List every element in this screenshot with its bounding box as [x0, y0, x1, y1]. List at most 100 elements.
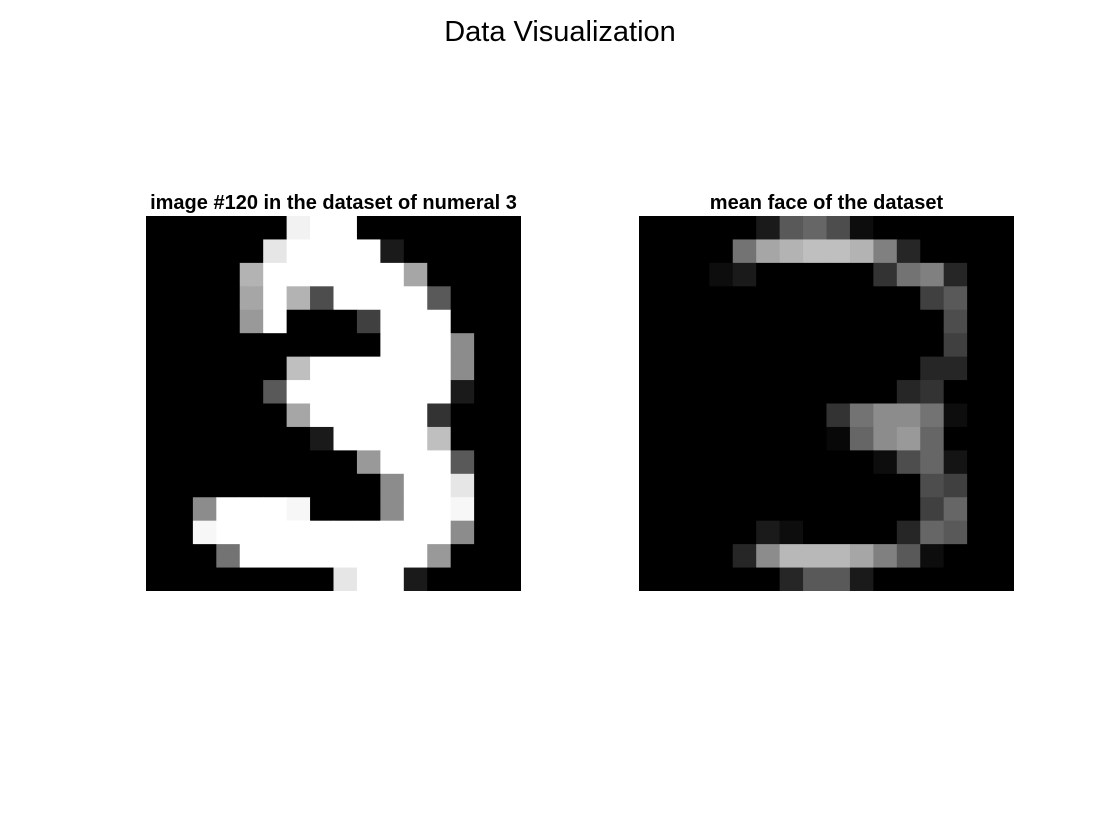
- heatmap-cell: [639, 473, 663, 498]
- heatmap-cell: [732, 544, 757, 568]
- heatmap-cell: [216, 216, 241, 240]
- heatmap-cell: [826, 450, 851, 475]
- heatmap-cell: [192, 567, 217, 591]
- heatmap-cell: [333, 520, 358, 545]
- heatmap-cell: [849, 403, 874, 428]
- heatmap-cell: [380, 567, 405, 591]
- heatmap-cell: [756, 239, 781, 264]
- heatmap-cell: [685, 567, 710, 591]
- heatmap-cell: [849, 473, 874, 498]
- heatmap-cell: [333, 309, 358, 334]
- heatmap-cell: [497, 544, 521, 568]
- heatmap-cell: [263, 286, 288, 311]
- heatmap-cell: [239, 403, 264, 428]
- heatmap-cell: [403, 426, 428, 451]
- heatmap-cell: [990, 216, 1014, 240]
- heatmap-cell: [216, 473, 241, 498]
- heatmap-cell: [497, 403, 521, 428]
- heatmap-cell: [709, 216, 734, 240]
- heatmap-cell: [685, 356, 710, 381]
- heatmap-cell: [943, 380, 968, 404]
- heatmap-cell: [873, 286, 898, 311]
- heatmap-cell: [239, 262, 264, 287]
- heatmap-cell: [756, 567, 781, 591]
- heatmap-cell: [310, 262, 334, 287]
- heatmap-cell: [192, 262, 217, 287]
- heatmap-cell: [380, 450, 405, 475]
- heatmap-cell: [310, 450, 334, 475]
- heatmap-cell: [146, 309, 170, 334]
- heatmap-cell: [779, 567, 804, 591]
- heatmap-cell: [497, 333, 521, 358]
- heatmap-cell: [896, 567, 921, 591]
- heatmap-cell: [849, 262, 874, 287]
- heatmap-cell: [990, 333, 1014, 358]
- heatmap-cell: [263, 333, 288, 358]
- heatmap-cell: [779, 520, 804, 545]
- heatmap-cell: [310, 520, 334, 545]
- heatmap-cell: [146, 473, 170, 498]
- heatmap-cell: [356, 520, 381, 545]
- heatmap-cell: [310, 497, 334, 522]
- heatmap-cell: [403, 216, 428, 240]
- heatmap-cell: [474, 216, 498, 240]
- heatmap-cell: [849, 309, 874, 334]
- heatmap-cell: [967, 239, 991, 264]
- heatmap-cell: [639, 520, 663, 545]
- heatmap-cell: [286, 380, 311, 404]
- heatmap-cell: [169, 239, 194, 264]
- heatmap-cell: [333, 262, 358, 287]
- heatmap-cell: [263, 262, 288, 287]
- heatmap-cell: [709, 333, 734, 358]
- heatmap-cell: [146, 333, 170, 358]
- heatmap-cell: [146, 567, 170, 591]
- heatmap-cell: [450, 262, 475, 287]
- heatmap-cell: [427, 473, 452, 498]
- heatmap-cell: [286, 544, 311, 568]
- heatmap-cell: [474, 567, 498, 591]
- heatmap-cell: [216, 309, 241, 334]
- heatmap-cell: [497, 567, 521, 591]
- heatmap-cell: [990, 497, 1014, 522]
- heatmap-cell: [216, 380, 241, 404]
- heatmap-cell: [497, 262, 521, 287]
- heatmap-cell: [873, 356, 898, 381]
- heatmap-cell: [146, 403, 170, 428]
- heatmap-cell: [403, 262, 428, 287]
- heatmap-cell: [709, 497, 734, 522]
- heatmap-cell: [849, 520, 874, 545]
- heatmap-cell: [427, 450, 452, 475]
- heatmap-cell: [639, 450, 663, 475]
- heatmap-cell: [286, 497, 311, 522]
- heatmap-cell: [849, 239, 874, 264]
- heatmap-cell: [450, 333, 475, 358]
- heatmap-cell: [146, 216, 170, 240]
- heatmap-cell: [146, 262, 170, 287]
- mean-face-panel: mean face of the dataset: [639, 190, 1014, 591]
- heatmap-cell: [732, 426, 757, 451]
- heatmap-cell: [356, 403, 381, 428]
- heatmap-cell: [403, 567, 428, 591]
- heatmap-cell: [146, 286, 170, 311]
- heatmap-cell: [310, 286, 334, 311]
- heatmap-cell: [639, 426, 663, 451]
- heatmap-cell: [380, 426, 405, 451]
- heatmap-cell: [239, 567, 264, 591]
- heatmap-cell: [943, 450, 968, 475]
- heatmap-cell: [803, 380, 827, 404]
- heatmap-cell: [146, 497, 170, 522]
- heatmap-cell: [990, 450, 1014, 475]
- heatmap-cell: [403, 544, 428, 568]
- heatmap-cell: [732, 520, 757, 545]
- heatmap-cell: [333, 567, 358, 591]
- heatmap-cell: [803, 520, 827, 545]
- heatmap-cell: [732, 473, 757, 498]
- heatmap-cell: [803, 426, 827, 451]
- heatmap-cell: [685, 309, 710, 334]
- heatmap-cell: [497, 286, 521, 311]
- heatmap-cell: [826, 497, 851, 522]
- heatmap-cell: [873, 309, 898, 334]
- heatmap-cell: [380, 286, 405, 311]
- heatmap-cell: [310, 544, 334, 568]
- heatmap-cell: [216, 544, 241, 568]
